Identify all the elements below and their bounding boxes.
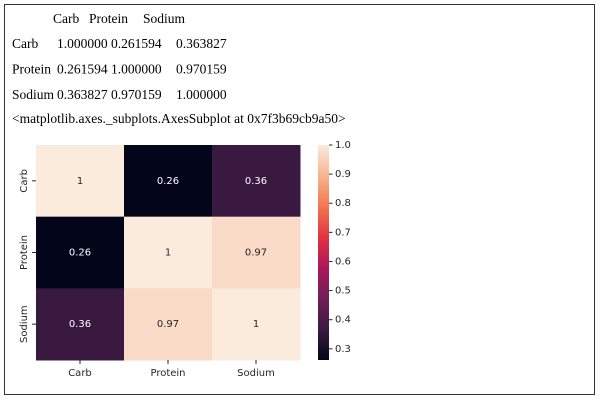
colorbar-tick-label: 0.4 bbox=[335, 315, 351, 326]
table-cell: 0.970159 bbox=[111, 87, 162, 102]
colorbar bbox=[318, 145, 329, 360]
heatmap-cell bbox=[212, 216, 301, 289]
heatmap-cell bbox=[36, 288, 125, 361]
cell-label: 0.26 bbox=[157, 176, 179, 187]
heatmap-cell bbox=[36, 216, 125, 289]
table-header: Protein bbox=[89, 11, 128, 26]
cell-label: 0.97 bbox=[245, 248, 267, 259]
table-header: Carb bbox=[53, 11, 79, 26]
x-tick-label: Carb bbox=[68, 368, 92, 379]
cell-label: 0.36 bbox=[69, 319, 91, 330]
y-tick-label: Protein bbox=[19, 235, 30, 270]
table-cell: 0.261594 bbox=[111, 36, 162, 51]
table-cell: 1.000000 bbox=[57, 36, 108, 51]
colorbar-tick-label: 0.5 bbox=[335, 286, 351, 297]
cell-label: 0.36 bbox=[245, 176, 267, 187]
colorbar-tick-label: 0.6 bbox=[335, 256, 351, 267]
heatmap-cell bbox=[124, 288, 213, 361]
x-tick-label: Sodium bbox=[237, 368, 275, 379]
cell-label: 1 bbox=[77, 176, 83, 187]
table-cell: 0.970159 bbox=[176, 62, 227, 77]
table-cell: 1.000000 bbox=[176, 87, 227, 102]
heatmap-cell bbox=[212, 288, 301, 361]
table-header: Sodium bbox=[143, 11, 186, 26]
heatmap-cell bbox=[36, 145, 125, 218]
colorbar-tick-label: 1.0 bbox=[335, 140, 351, 151]
table-cell: 0.363827 bbox=[57, 87, 108, 102]
heatmap-cell bbox=[124, 216, 213, 289]
cell-label: 1 bbox=[165, 248, 171, 259]
cell-label: 1 bbox=[253, 319, 259, 330]
colorbar-tick-label: 0.7 bbox=[335, 227, 351, 238]
table-cell: 1.000000 bbox=[111, 62, 162, 77]
table-cell: 0.363827 bbox=[176, 36, 227, 51]
heatmap-cell bbox=[124, 145, 213, 218]
colorbar-tick-label: 0.9 bbox=[335, 169, 351, 180]
x-tick-label: Protein bbox=[150, 368, 185, 379]
cell-label: 0.26 bbox=[69, 248, 91, 259]
y-tick-label: Sodium bbox=[19, 305, 30, 343]
table-cell: 0.261594 bbox=[57, 62, 108, 77]
heatmap-cell bbox=[212, 145, 301, 218]
y-tick-label: Carb bbox=[19, 169, 30, 193]
repr-text: <matplotlib.axes._subplots.AxesSubplot a… bbox=[12, 111, 346, 126]
table-row-label: Carb bbox=[12, 36, 38, 51]
cell-label: 0.97 bbox=[157, 319, 179, 330]
colorbar-tick-label: 0.3 bbox=[335, 344, 351, 355]
table-row-label: Sodium bbox=[12, 87, 55, 102]
colorbar-tick-label: 0.8 bbox=[335, 198, 351, 209]
table-row-label: Protein bbox=[12, 62, 51, 77]
